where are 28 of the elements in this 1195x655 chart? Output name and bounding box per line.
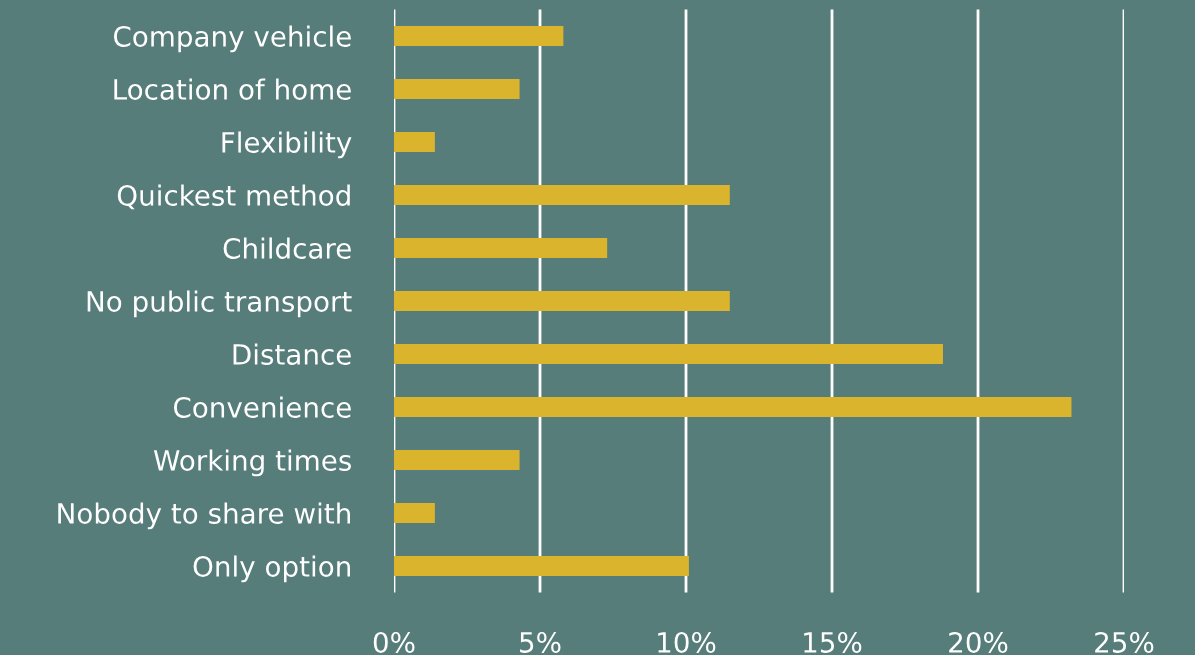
x-tick-label: 15%	[804, 631, 862, 653]
bar	[393, 449, 520, 471]
x-tick-label: 25%	[1095, 631, 1154, 653]
x-tick-label: 5%	[520, 631, 561, 653]
bar	[393, 237, 608, 259]
y-tick-label: Company vehicle	[113, 25, 351, 53]
bar	[393, 131, 435, 153]
y-tick-label: Distance	[233, 343, 351, 365]
y-tick-label: Childcare	[223, 237, 351, 259]
y-tick-label: Only option	[193, 555, 350, 583]
y-tick-label: Working times	[153, 449, 351, 477]
bar	[393, 396, 1072, 418]
x-tick-label: 10%	[658, 631, 716, 653]
y-tick-label: Convenience	[173, 396, 351, 418]
y-tick-label: Quickest method	[117, 184, 350, 210]
bar	[393, 290, 730, 312]
bar	[393, 502, 435, 524]
bar	[393, 184, 730, 206]
y-tick-label: Flexibility	[222, 131, 352, 159]
bar	[393, 78, 520, 100]
x-tick-label: 20%	[949, 631, 1008, 653]
y-tick-label: No public transport	[87, 290, 352, 318]
bar	[393, 555, 689, 577]
x-tick-label: 0%	[373, 631, 415, 653]
bar	[393, 343, 943, 365]
y-tick-label: Nobody to share with	[58, 502, 350, 530]
bar	[393, 25, 564, 47]
y-tick-label: Location of home	[114, 78, 351, 100]
